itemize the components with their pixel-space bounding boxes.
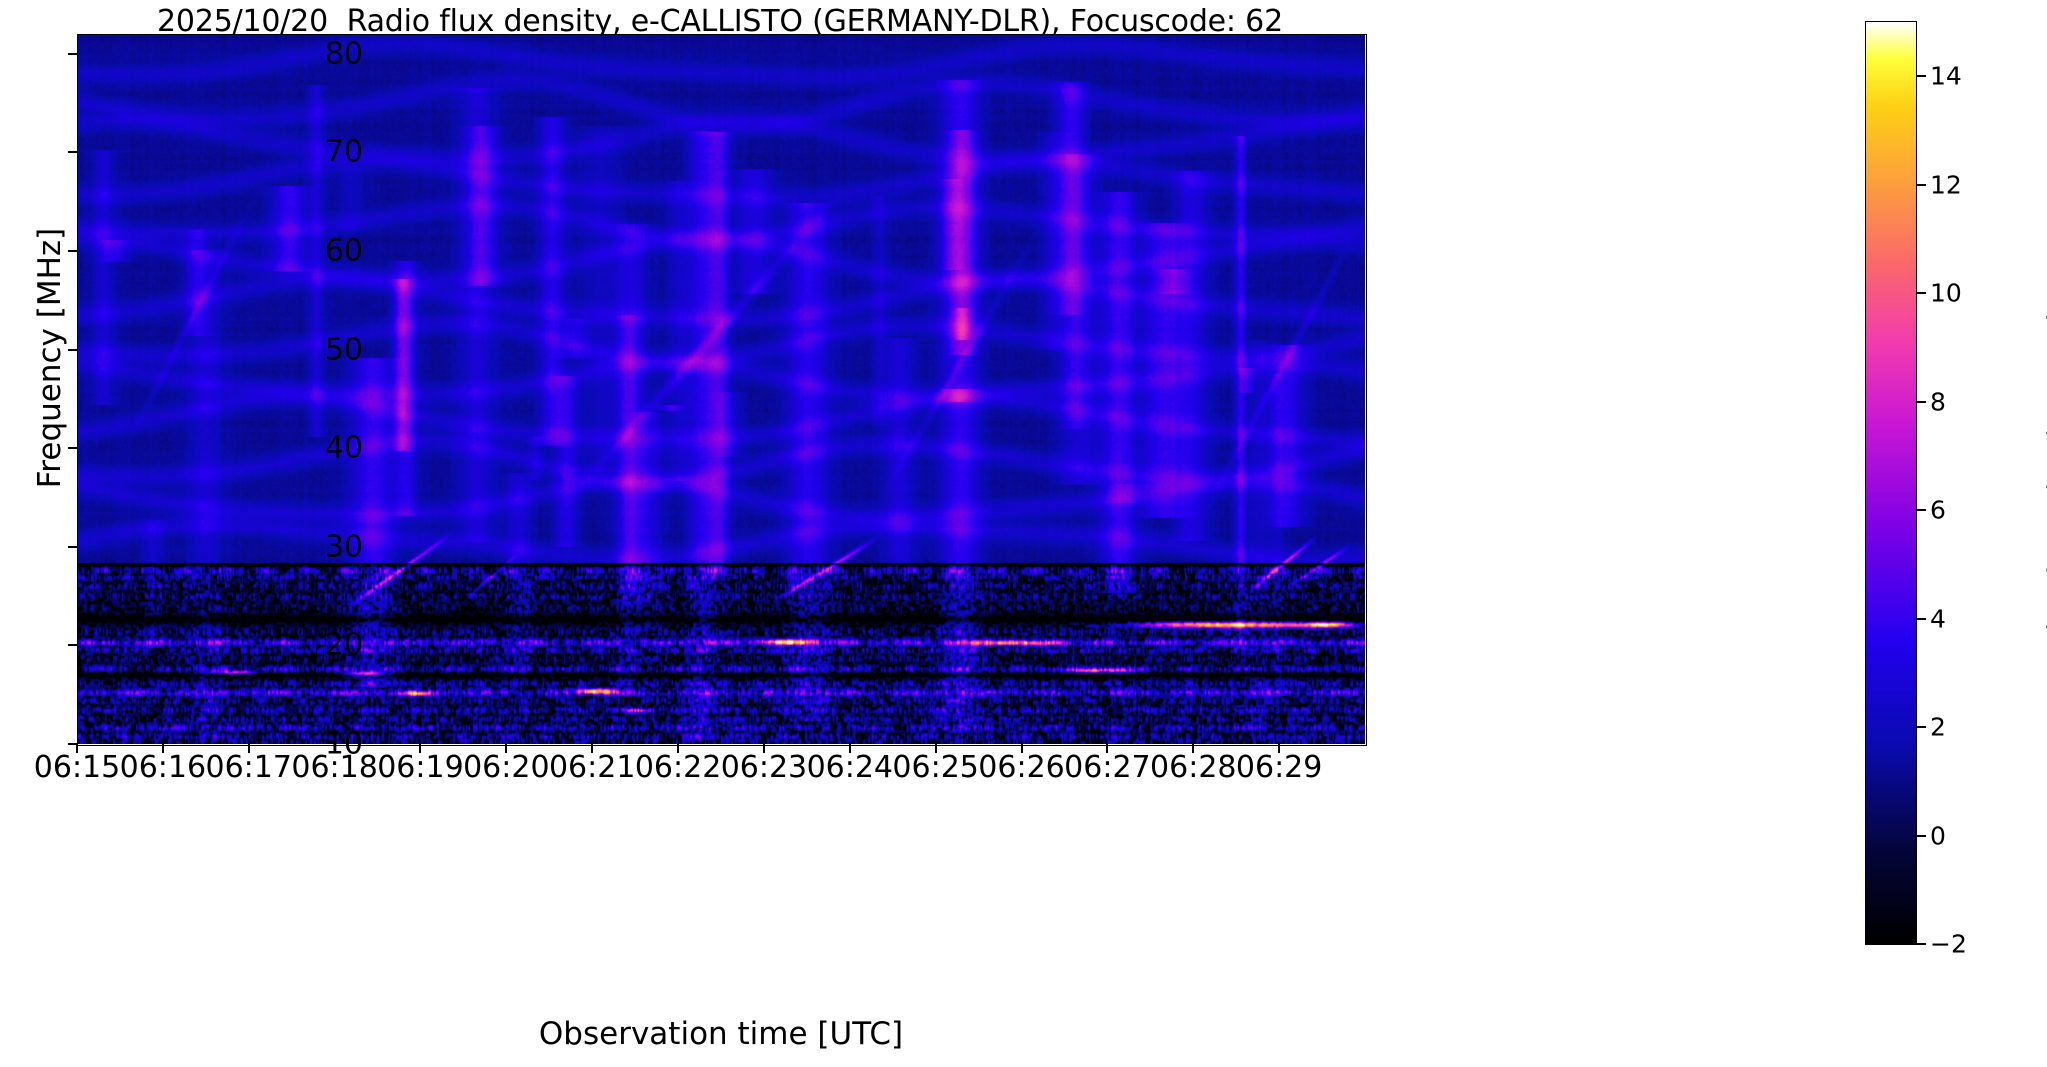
- colorbar: [1866, 22, 1916, 944]
- x-tick-mark: [333, 744, 336, 753]
- x-tick-label: 06:26: [978, 750, 1065, 785]
- y-tick-label: 70: [324, 134, 363, 170]
- x-tick-label: 06:17: [205, 750, 292, 785]
- colorbar-gradient: [1866, 22, 1916, 944]
- y-tick-mark: [68, 447, 77, 450]
- x-tick-label: 06:21: [548, 750, 636, 785]
- y-tick-label: 40: [324, 430, 363, 466]
- x-tick-label: 06:28: [1150, 750, 1237, 785]
- y-tick-mark: [68, 743, 77, 745]
- x-tick-mark: [1106, 744, 1109, 753]
- x-tick-label: 06:18: [291, 750, 378, 785]
- colorbar-label: dB above background: [2042, 313, 2047, 642]
- colorbar-tick-label: 14: [1930, 61, 1962, 91]
- colorbar-tick-mark: [1917, 943, 1926, 945]
- y-tick-mark: [68, 545, 77, 548]
- colorbar-tick-mark: [1917, 400, 1926, 403]
- page-title: 2025/10/20 Radio flux density, e-CALLIST…: [157, 4, 1283, 39]
- y-tick-mark: [68, 249, 77, 252]
- colorbar-tick-label: 6: [1930, 495, 1946, 525]
- x-tick-mark: [247, 744, 250, 753]
- colorbar-tick-label: 4: [1930, 604, 1946, 634]
- colorbar-tick-mark: [1917, 617, 1926, 620]
- y-tick-mark: [68, 348, 77, 351]
- y-tick-label: 50: [324, 332, 363, 368]
- y-tick-label: 20: [324, 627, 363, 663]
- colorbar-tick-mark: [1917, 292, 1926, 295]
- x-tick-mark: [677, 744, 680, 753]
- y-tick-label: 60: [324, 233, 363, 269]
- x-tick-mark: [419, 744, 422, 753]
- x-tick-label: 06:15: [33, 750, 121, 785]
- x-tick-mark: [848, 744, 851, 753]
- y-tick-mark: [68, 151, 77, 154]
- x-tick-label: 06:25: [892, 750, 979, 785]
- spectrogram-plot-area: [77, 34, 1365, 744]
- x-tick-mark: [1278, 744, 1281, 753]
- colorbar-tick-mark: [1917, 75, 1926, 78]
- colorbar-tick-label: 2: [1930, 712, 1946, 742]
- x-tick-mark: [1192, 744, 1195, 753]
- x-tick-label: 06:20: [463, 750, 550, 785]
- x-tick-mark: [591, 744, 594, 753]
- y-tick-label: 80: [324, 36, 363, 72]
- x-tick-label: 06:24: [806, 750, 894, 785]
- y-tick-mark: [68, 52, 77, 55]
- x-tick-mark: [161, 744, 164, 753]
- x-tick-label: 06:22: [634, 750, 722, 785]
- y-axis-label: Frequency [MHz]: [32, 227, 68, 489]
- x-tick-label: 06:29: [1235, 750, 1323, 785]
- x-tick-label: 06:23: [720, 750, 808, 785]
- x-tick-label: 06:16: [119, 750, 207, 785]
- spectrogram-image: [77, 34, 1365, 744]
- colorbar-tick-mark: [1917, 183, 1926, 186]
- colorbar-tick-label: −2: [1930, 929, 1967, 959]
- colorbar-tick-label: 8: [1930, 387, 1946, 417]
- y-tick-label: 30: [324, 529, 363, 565]
- x-axis-label: Observation time [UTC]: [538, 1016, 904, 1052]
- x-tick-label: 06:27: [1064, 750, 1151, 785]
- colorbar-tick-mark: [1917, 509, 1926, 512]
- x-tick-label: 06:19: [377, 750, 464, 785]
- colorbar-tick-label: 10: [1930, 278, 1962, 308]
- x-tick-mark: [76, 744, 78, 753]
- colorbar-tick-mark: [1917, 726, 1926, 729]
- colorbar-tick-label: 0: [1930, 821, 1946, 851]
- y-tick-mark: [68, 644, 77, 647]
- colorbar-tick-mark: [1917, 834, 1926, 837]
- y-tick-label: 10: [324, 726, 363, 762]
- x-tick-mark: [934, 744, 937, 753]
- colorbar-tick-label: 12: [1930, 170, 1962, 200]
- x-tick-mark: [1020, 744, 1023, 753]
- x-tick-mark: [762, 744, 765, 753]
- x-tick-mark: [505, 744, 508, 753]
